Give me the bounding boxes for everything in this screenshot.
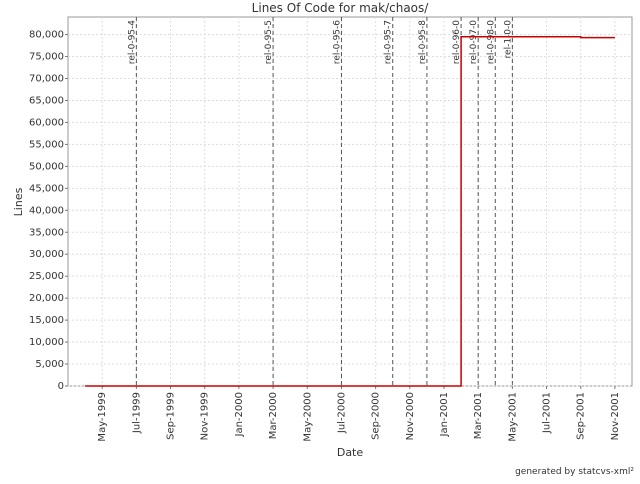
x-tick-label: May-1999 xyxy=(97,392,108,442)
release-label: rel-0-95-5 xyxy=(264,20,274,64)
y-tick-label: 15,000 xyxy=(29,315,64,326)
x-tick-label: Sep-2001 xyxy=(576,392,587,440)
y-tick-label: 40,000 xyxy=(29,205,64,216)
y-tick-label: 25,000 xyxy=(29,271,64,282)
y-tick-label: 45,000 xyxy=(29,183,64,194)
y-tick-label: 60,000 xyxy=(29,117,64,128)
release-label: rel-0-95-6 xyxy=(332,20,342,64)
y-tick-label: 20,000 xyxy=(29,293,64,304)
x-tick-label: Nov-2001 xyxy=(610,392,621,440)
x-tick-label: Jul-2000 xyxy=(336,392,347,434)
x-tick-label: Mar-2001 xyxy=(473,392,484,439)
x-axis-label: Date xyxy=(337,446,364,459)
y-tick-label: 75,000 xyxy=(29,52,64,63)
y-axis-label: Lines xyxy=(12,187,25,216)
release-label: rel-0-95-4 xyxy=(127,20,137,64)
y-tick-label: 35,000 xyxy=(29,227,64,238)
y-tick-label: 0 xyxy=(58,381,64,392)
y-tick-label: 55,000 xyxy=(29,139,64,150)
release-label: rel-0-97-0 xyxy=(469,20,479,64)
release-label: rel-0-95-8 xyxy=(418,20,428,64)
release-label: rel-0-96-0 xyxy=(452,20,462,64)
x-tick-label: Jul-1999 xyxy=(131,392,142,434)
chart-title: Lines Of Code for mak/chaos/ xyxy=(252,1,430,15)
x-tick-label: Nov-2000 xyxy=(405,392,416,440)
y-tick-label: 70,000 xyxy=(29,74,64,85)
x-tick-label: May-2001 xyxy=(507,392,518,442)
y-tick-label: 30,000 xyxy=(29,249,64,260)
plot-area xyxy=(67,16,633,387)
x-tick-label: Jul-2001 xyxy=(542,392,553,434)
x-tick-label: Sep-1999 xyxy=(166,392,177,440)
x-tick-label: Jan-2000 xyxy=(234,392,245,437)
y-tick-label: 65,000 xyxy=(29,95,64,106)
release-label: rel-0-95-7 xyxy=(384,20,394,64)
y-tick-label: 80,000 xyxy=(29,30,64,41)
x-tick-label: Sep-2000 xyxy=(371,392,382,440)
loc-line xyxy=(85,36,615,387)
y-tick-label: 50,000 xyxy=(29,161,64,172)
y-tick-label: 10,000 xyxy=(29,337,64,348)
release-label: rel-1-0-0 xyxy=(503,20,513,59)
x-tick-label: Mar-2000 xyxy=(268,392,279,439)
x-tick-label: May-2000 xyxy=(302,392,313,442)
x-tick-label: Nov-1999 xyxy=(200,392,211,440)
x-tick-label: Jan-2001 xyxy=(439,392,450,437)
y-tick-label: 5,000 xyxy=(35,359,64,370)
footer: generated by statcvs-xml² xyxy=(515,467,634,477)
release-label: rel-0-98-0 xyxy=(486,20,496,64)
